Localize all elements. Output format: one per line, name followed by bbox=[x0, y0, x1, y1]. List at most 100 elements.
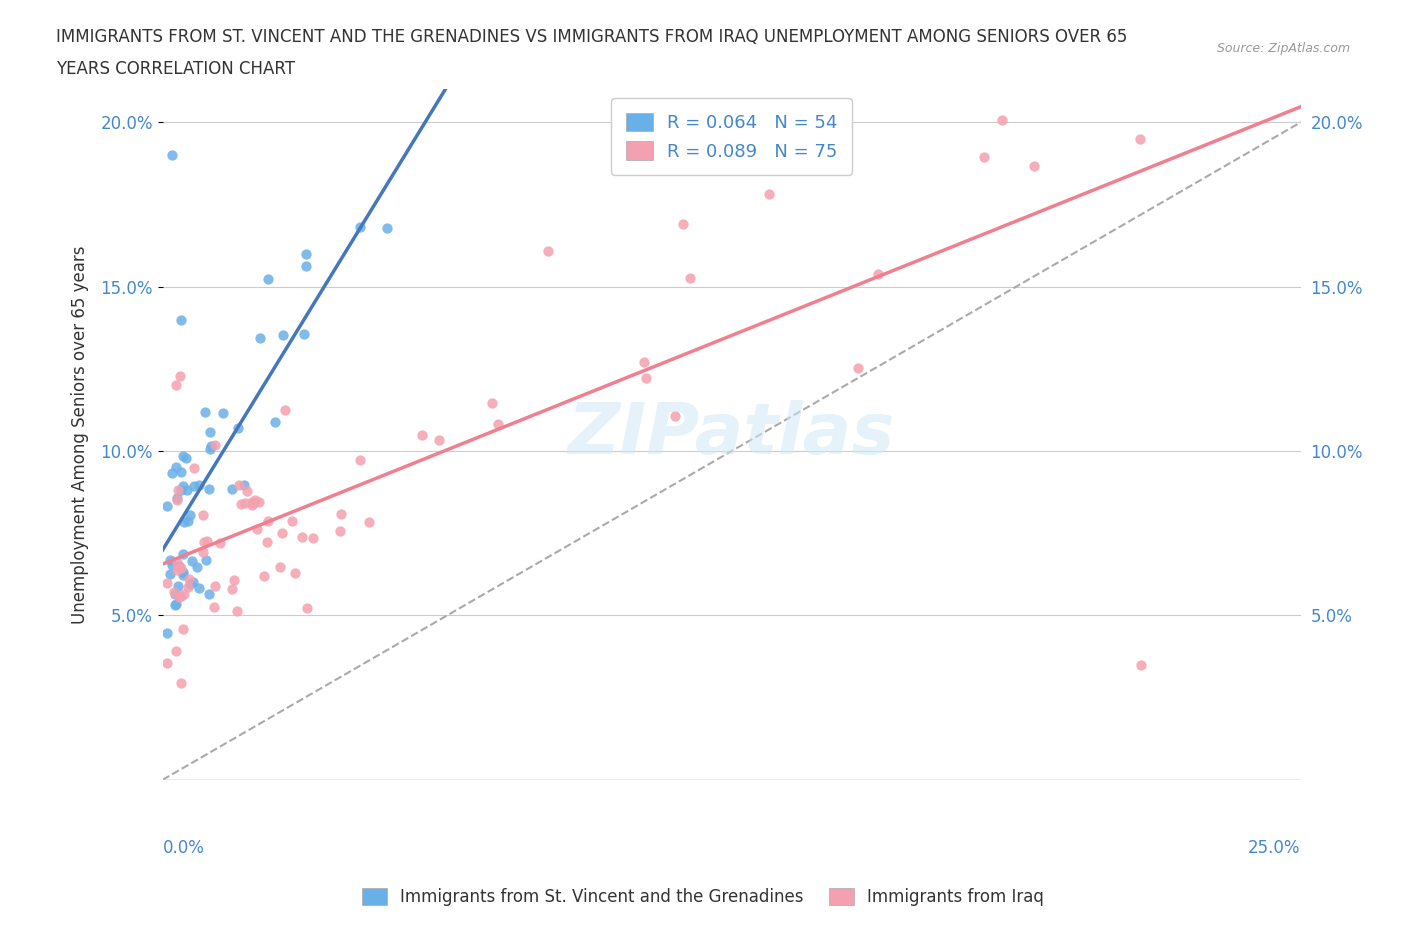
Point bbox=[198, 424, 221, 439]
Point bbox=[973, 150, 995, 165]
Point bbox=[866, 267, 889, 282]
Point bbox=[758, 187, 780, 202]
Point bbox=[186, 559, 208, 574]
Text: Source: ZipAtlas.com: Source: ZipAtlas.com bbox=[1216, 42, 1350, 55]
Point bbox=[165, 644, 187, 658]
Text: YEARS CORRELATION CHART: YEARS CORRELATION CHART bbox=[56, 60, 295, 78]
Point bbox=[991, 113, 1014, 127]
Point bbox=[233, 478, 256, 493]
Point bbox=[198, 587, 221, 602]
Point bbox=[173, 514, 195, 529]
Point bbox=[1024, 158, 1046, 173]
Point bbox=[256, 535, 278, 550]
Point bbox=[198, 442, 221, 457]
Point bbox=[246, 522, 269, 537]
Point bbox=[177, 579, 200, 594]
Point bbox=[357, 514, 380, 529]
Point bbox=[172, 567, 194, 582]
Point bbox=[349, 452, 371, 467]
Legend: Immigrants from St. Vincent and the Grenadines, Immigrants from Iraq: Immigrants from St. Vincent and the Gren… bbox=[356, 881, 1050, 912]
Point bbox=[179, 577, 201, 591]
Point bbox=[156, 498, 179, 513]
Text: ZIPatlas: ZIPatlas bbox=[568, 400, 896, 469]
Point bbox=[273, 403, 295, 418]
Point bbox=[375, 221, 398, 236]
Point bbox=[167, 578, 190, 593]
Point bbox=[271, 327, 294, 342]
Point bbox=[292, 326, 315, 341]
Point bbox=[156, 626, 179, 641]
Point bbox=[167, 558, 190, 573]
Point bbox=[163, 597, 186, 612]
Point bbox=[191, 545, 214, 560]
Point bbox=[163, 585, 186, 600]
Point bbox=[249, 331, 271, 346]
Point bbox=[225, 604, 247, 618]
Point bbox=[242, 498, 264, 512]
Point bbox=[245, 492, 267, 507]
Point bbox=[188, 478, 211, 493]
Point bbox=[187, 580, 209, 595]
Y-axis label: Unemployment Among Seniors over 65 years: Unemployment Among Seniors over 65 years bbox=[72, 246, 89, 624]
Text: IMMIGRANTS FROM ST. VINCENT AND THE GRENADINES VS IMMIGRANTS FROM IRAQ UNEMPLOYM: IMMIGRANTS FROM ST. VINCENT AND THE GREN… bbox=[56, 28, 1128, 46]
Point bbox=[160, 557, 183, 572]
Point bbox=[633, 355, 655, 370]
Point bbox=[170, 675, 193, 690]
Point bbox=[170, 483, 193, 498]
Point bbox=[166, 563, 188, 578]
Text: 0.0%: 0.0% bbox=[163, 839, 204, 857]
Point bbox=[172, 621, 194, 636]
Point bbox=[295, 246, 318, 261]
Point bbox=[1119, 49, 1142, 64]
Point bbox=[156, 576, 179, 591]
Point bbox=[233, 496, 256, 511]
Point bbox=[170, 464, 193, 479]
Point bbox=[295, 259, 318, 273]
Point bbox=[169, 368, 191, 383]
Point bbox=[229, 497, 252, 512]
Point bbox=[537, 244, 560, 259]
Point bbox=[183, 479, 205, 494]
Point bbox=[180, 554, 202, 569]
Point bbox=[170, 589, 193, 604]
Point bbox=[165, 597, 187, 612]
Point bbox=[204, 437, 226, 452]
Point bbox=[427, 433, 450, 448]
Point bbox=[172, 565, 194, 579]
Point bbox=[183, 460, 205, 475]
Point bbox=[846, 360, 869, 375]
Point bbox=[226, 420, 249, 435]
Point bbox=[242, 495, 264, 510]
Point bbox=[160, 148, 183, 163]
Point bbox=[198, 482, 221, 497]
Point bbox=[295, 601, 318, 616]
Point bbox=[284, 565, 307, 580]
Point bbox=[170, 312, 193, 327]
Point bbox=[329, 507, 352, 522]
Point bbox=[156, 655, 179, 670]
Point bbox=[212, 406, 235, 421]
Point bbox=[253, 568, 276, 583]
Point bbox=[167, 482, 190, 497]
Point bbox=[257, 513, 280, 528]
Point bbox=[1129, 132, 1152, 147]
Point bbox=[172, 547, 194, 562]
Point bbox=[167, 590, 190, 604]
Point bbox=[159, 552, 181, 567]
Point bbox=[194, 405, 217, 419]
Point bbox=[176, 451, 198, 466]
Point bbox=[200, 439, 222, 454]
Point bbox=[179, 508, 201, 523]
Point bbox=[679, 271, 702, 286]
Point bbox=[170, 560, 193, 575]
Point bbox=[209, 536, 232, 551]
Point bbox=[195, 534, 218, 549]
Point bbox=[264, 415, 287, 430]
Point bbox=[172, 448, 194, 463]
Point bbox=[166, 491, 188, 506]
Point bbox=[193, 508, 215, 523]
Point bbox=[204, 578, 226, 593]
Point bbox=[165, 378, 187, 392]
Point bbox=[160, 465, 183, 480]
Point bbox=[181, 575, 204, 590]
